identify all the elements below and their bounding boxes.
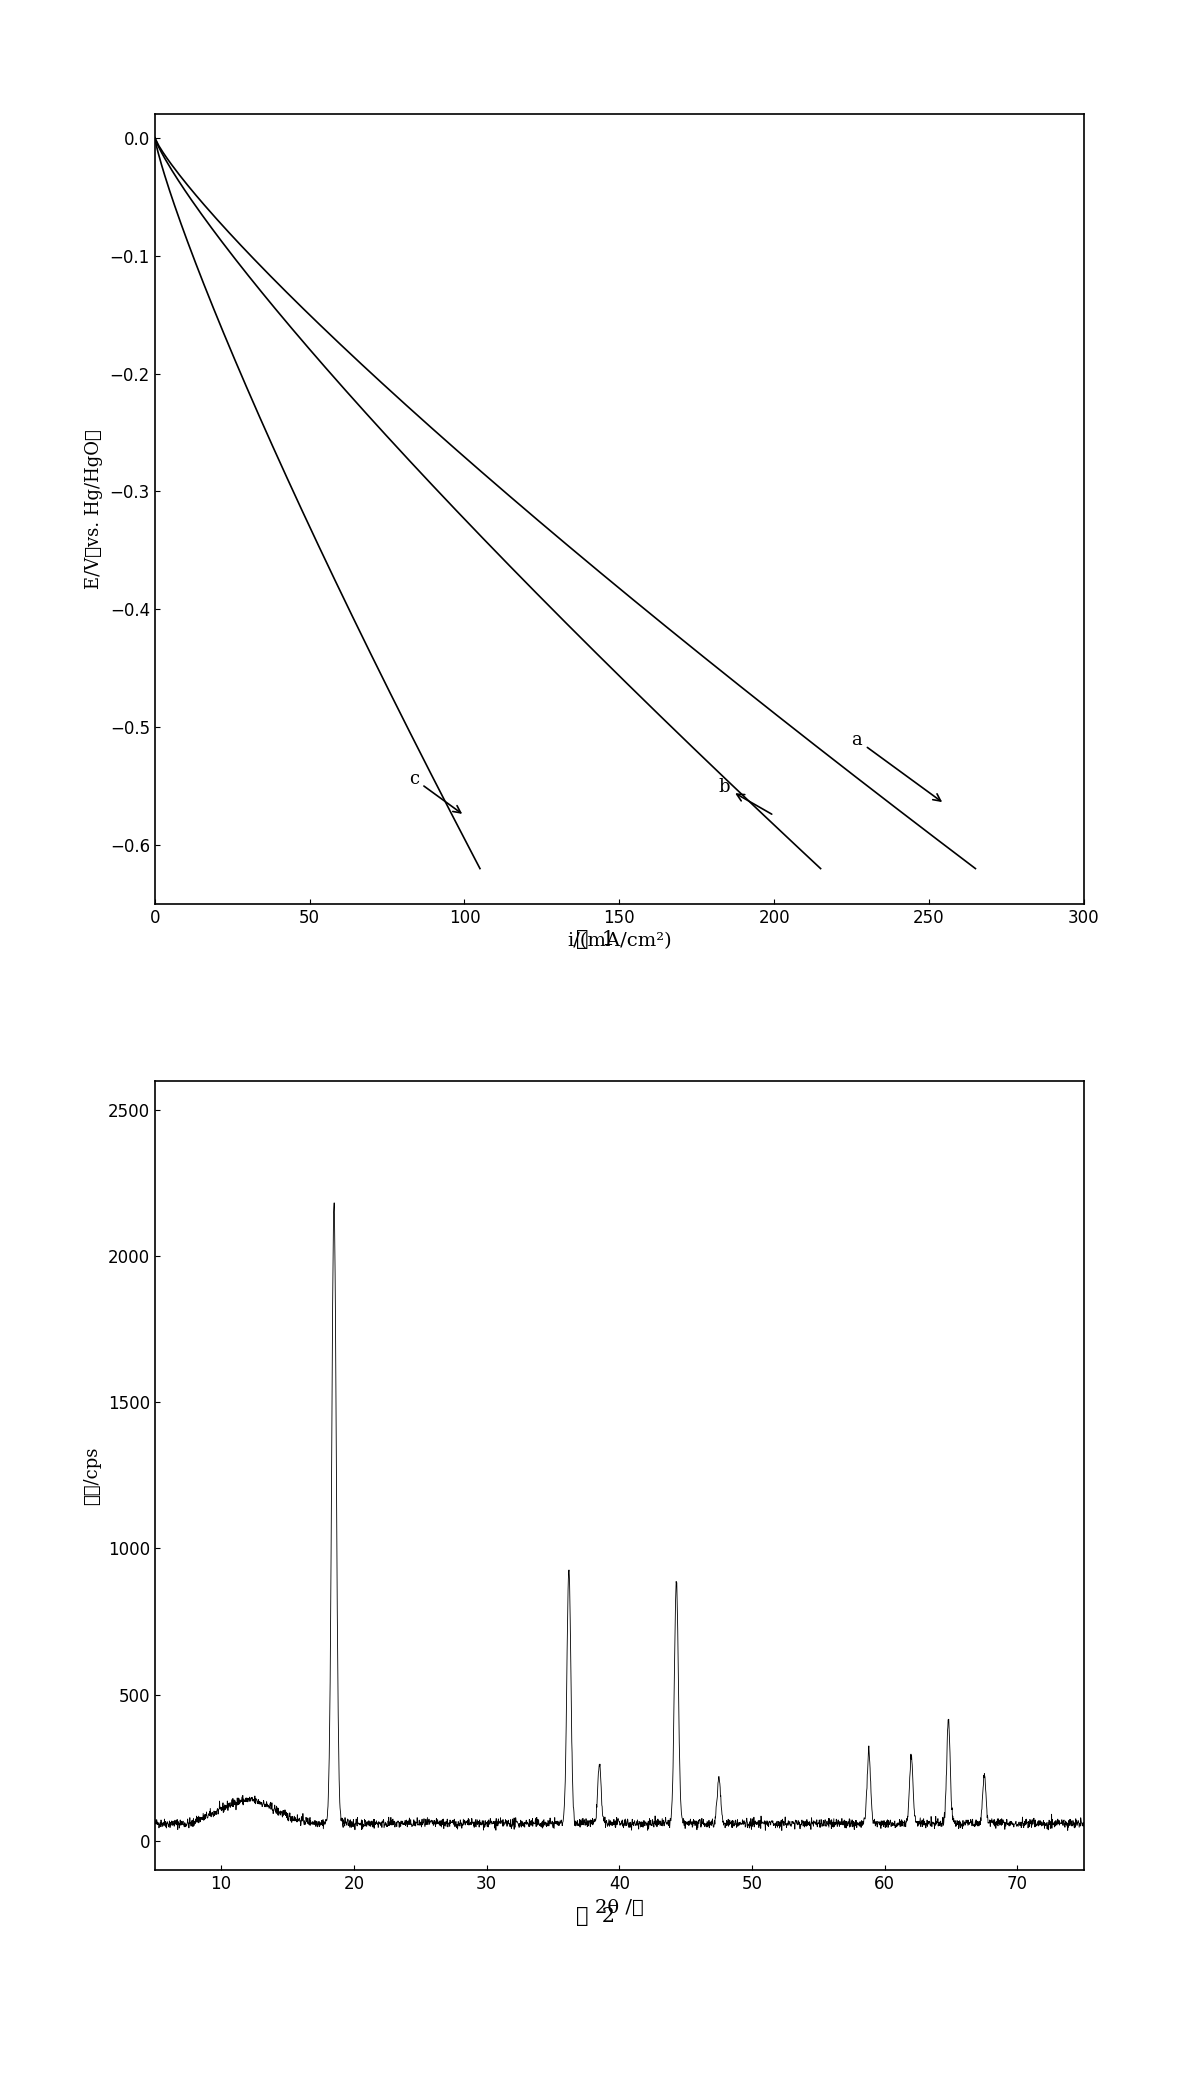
Text: a: a [852,731,941,800]
Y-axis label: 强度/cps: 强度/cps [83,1446,101,1504]
X-axis label: 2θ /度: 2θ /度 [596,1899,643,1916]
Y-axis label: E/V（vs. Hg/HgO）: E/V（vs. Hg/HgO） [85,430,102,588]
Text: 图  1: 图 1 [576,931,615,950]
Text: 图  2: 图 2 [576,1908,615,1926]
X-axis label: i/(mA/cm²): i/(mA/cm²) [567,933,672,950]
Text: c: c [409,769,461,812]
Text: b: b [718,777,772,815]
